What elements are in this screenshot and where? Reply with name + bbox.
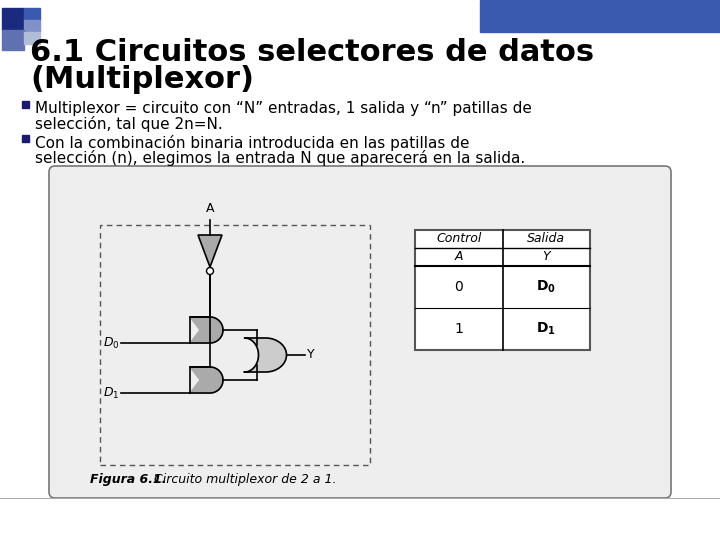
Text: Con la combinación binaria introducida en las patillas de: Con la combinación binaria introducida e… [35,135,469,151]
Bar [24,32,40,44]
Text: (Multiplexor): (Multiplexor) [30,65,254,94]
Polygon shape [245,338,287,372]
Circle shape [207,267,214,274]
Polygon shape [198,235,222,267]
Bar [480,0,720,32]
Text: 0: 0 [454,280,463,294]
Text: 6.1 Circuitos selectores de datos: 6.1 Circuitos selectores de datos [30,38,594,67]
Text: $D_0$: $D_0$ [103,335,120,350]
Bar [2,8,24,30]
Text: A: A [206,202,215,215]
Text: $\mathbf{D_1}$: $\mathbf{D_1}$ [536,321,556,337]
Bar [415,230,590,350]
Text: 1: 1 [454,322,463,336]
Text: Figura 6.1.: Figura 6.1. [90,473,166,486]
Bar [100,225,370,465]
Text: Circuito multiplexor de 2 a 1.: Circuito multiplexor de 2 a 1. [142,473,336,486]
Text: selección (n), elegimos la entrada N que aparecerá en la salida.: selección (n), elegimos la entrada N que… [35,150,526,166]
Bar [22,101,29,108]
Polygon shape [190,367,223,393]
Bar [2,30,24,50]
Text: Multiplexor = circuito con “N” entradas, 1 salida y “n” patillas de: Multiplexor = circuito con “N” entradas,… [35,101,532,116]
Text: Salida: Salida [527,233,565,246]
Polygon shape [190,317,223,343]
Text: A: A [454,251,463,264]
Bar [24,20,40,32]
FancyBboxPatch shape [49,166,671,498]
Text: $\mathbf{D_0}$: $\mathbf{D_0}$ [536,279,557,295]
Text: Y: Y [307,348,314,361]
Text: Y: Y [542,251,550,264]
Bar [24,8,40,20]
Bar [22,135,29,142]
Text: Control: Control [436,233,482,246]
Text: $D_1$: $D_1$ [103,386,120,401]
Text: selección, tal que 2n=N.: selección, tal que 2n=N. [35,116,222,132]
